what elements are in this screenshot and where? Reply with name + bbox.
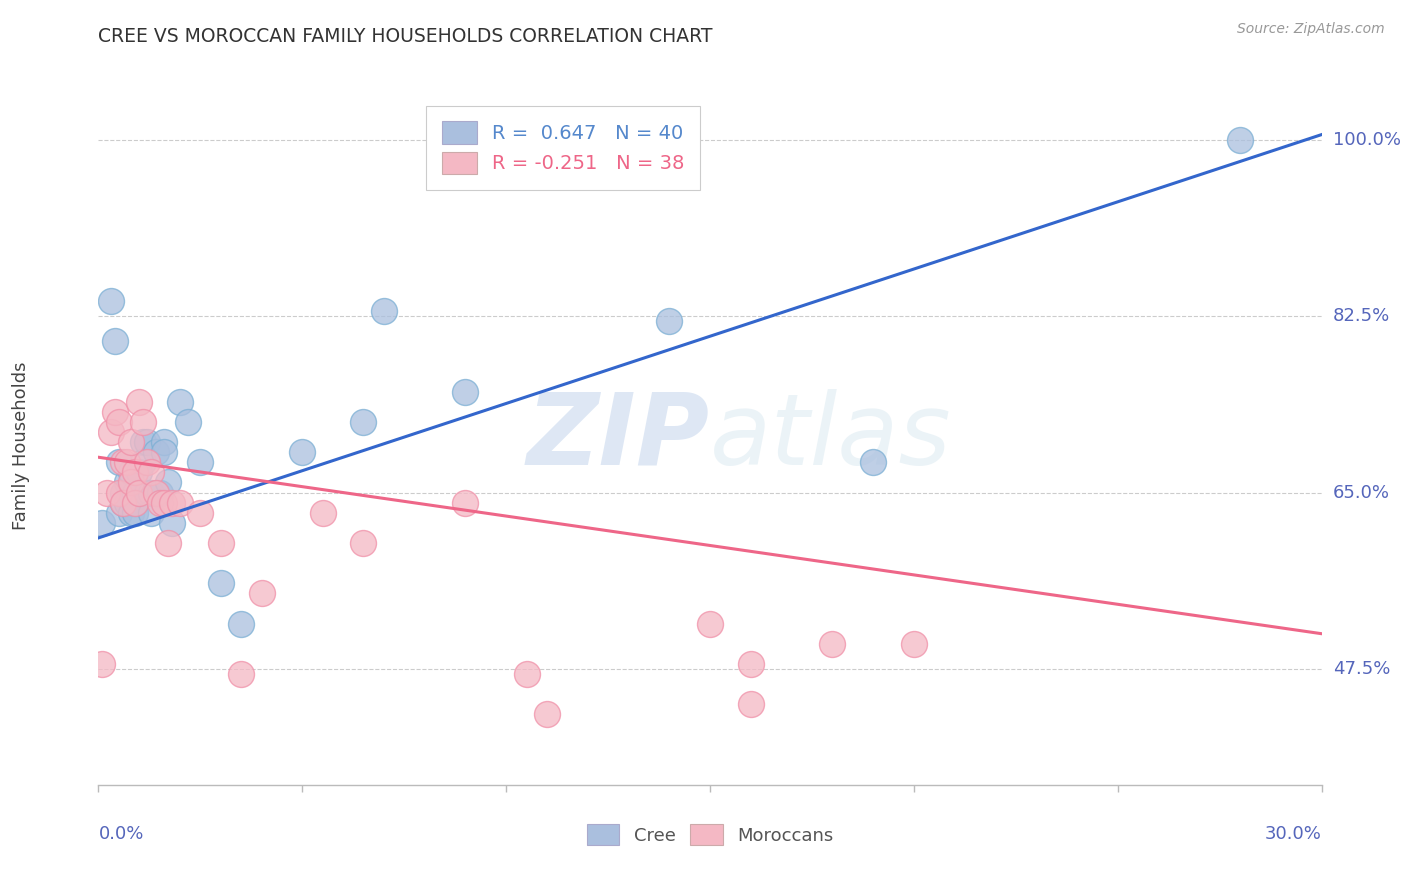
Text: 100.0%: 100.0% (1333, 130, 1400, 149)
Point (352, 536, 374, 550)
Point (128, 485, 150, 500)
Point (104, 334, 127, 349)
Point (120, 435, 142, 450)
Legend: Cree, Moroccans: Cree, Moroccans (579, 817, 841, 853)
Point (149, 485, 172, 500)
Point (136, 435, 159, 450)
Point (156, 536, 179, 550)
Point (658, 314, 681, 328)
Point (104, 405, 127, 419)
Point (115, 495, 138, 509)
Point (124, 506, 146, 520)
Point (128, 466, 150, 480)
Point (352, 415, 374, 429)
Point (132, 435, 155, 450)
Point (120, 506, 142, 520)
Text: 65.0%: 65.0% (1333, 483, 1389, 501)
Point (128, 485, 150, 500)
Text: Source: ZipAtlas.com: Source: ZipAtlas.com (1237, 22, 1385, 37)
Point (132, 455, 155, 469)
Point (231, 667, 253, 681)
Point (141, 485, 163, 500)
Point (152, 445, 174, 459)
Point (120, 466, 142, 480)
Point (108, 415, 131, 429)
Text: atlas: atlas (710, 389, 952, 485)
Point (128, 394, 150, 409)
Point (156, 475, 179, 490)
Point (373, 304, 395, 318)
Point (699, 616, 721, 631)
Point (536, 707, 558, 722)
Point (124, 466, 146, 480)
Point (149, 495, 172, 509)
Point (120, 475, 142, 490)
Point (124, 495, 146, 509)
Point (821, 637, 844, 651)
Point (152, 495, 174, 509)
Text: ZIP: ZIP (527, 389, 710, 485)
Point (100, 425, 122, 439)
Point (177, 415, 200, 429)
Point (136, 455, 159, 469)
Point (1229, 133, 1251, 147)
Point (132, 415, 155, 429)
Point (111, 485, 134, 500)
Point (231, 616, 253, 631)
Point (124, 495, 146, 509)
Point (188, 506, 212, 520)
Point (862, 455, 884, 469)
Point (903, 637, 925, 651)
Text: 82.5%: 82.5% (1333, 307, 1391, 325)
Point (136, 485, 159, 500)
Point (91, 657, 114, 671)
Text: 0.0%: 0.0% (98, 825, 143, 843)
Point (124, 485, 146, 500)
Point (169, 394, 191, 409)
Point (108, 506, 131, 520)
Point (291, 445, 314, 459)
Point (111, 495, 134, 509)
Point (145, 485, 167, 500)
Text: 30.0%: 30.0% (1265, 825, 1322, 843)
Point (96, 485, 118, 500)
Point (209, 576, 232, 591)
Point (100, 293, 122, 308)
Text: CREE VS MOROCCAN FAMILY HOUSEHOLDS CORRELATION CHART: CREE VS MOROCCAN FAMILY HOUSEHOLDS CORRE… (98, 27, 713, 45)
Point (188, 455, 212, 469)
Point (312, 506, 335, 520)
Point (141, 466, 163, 480)
Point (209, 536, 232, 550)
Point (111, 455, 134, 469)
Point (250, 586, 273, 600)
Point (115, 475, 138, 490)
Point (91, 516, 114, 530)
Point (152, 435, 174, 450)
Point (740, 698, 762, 712)
Point (740, 657, 762, 671)
Point (160, 495, 183, 509)
Point (516, 667, 538, 681)
Point (115, 455, 138, 469)
Point (454, 495, 477, 509)
Text: Family Households: Family Households (13, 362, 30, 530)
Point (145, 445, 167, 459)
Point (454, 384, 477, 399)
Point (108, 455, 131, 469)
Text: 47.5%: 47.5% (1333, 660, 1391, 678)
Point (169, 495, 191, 509)
Point (111, 495, 134, 509)
Point (160, 516, 183, 530)
Point (141, 506, 163, 520)
Point (108, 485, 131, 500)
